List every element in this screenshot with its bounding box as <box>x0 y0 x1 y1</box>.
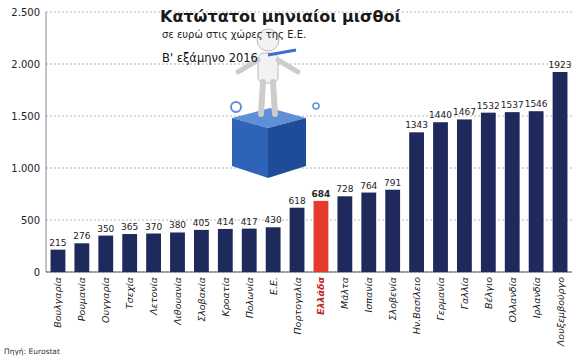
x-tick-label: Μάλτα <box>339 276 350 309</box>
x-tick-label: Γαλλία <box>459 276 470 309</box>
y-tick-label: 2.500 <box>11 7 40 18</box>
data-label: 684 <box>312 189 331 199</box>
data-label: 370 <box>145 222 162 232</box>
title: Κατώτατοι μηνιαίοι μισθοί <box>160 7 401 26</box>
bar <box>290 208 305 272</box>
x-tick-label: Ε.Ε. <box>268 277 279 295</box>
data-label: 1467 <box>453 107 476 117</box>
x-tick-label: Λιθουανία <box>172 276 183 326</box>
figure-leg <box>273 82 275 114</box>
deco-ring <box>231 102 241 112</box>
data-label: 414 <box>217 217 234 227</box>
bars <box>51 72 568 272</box>
x-tick-label: Πορτογαλία <box>292 276 303 334</box>
bar <box>146 234 161 272</box>
data-label: 365 <box>121 222 138 232</box>
figure-tie <box>268 50 296 55</box>
x-tick-label: Ιρλανδία <box>531 276 542 318</box>
bar <box>553 72 568 272</box>
y-axis: 0 500 1.000 1.500 2.000 2.500 <box>11 7 572 278</box>
x-tick-label: Πολωνία <box>244 276 255 318</box>
x-tick-label: Ην.Βασίλειο <box>411 277 422 334</box>
bar <box>122 234 137 272</box>
y-tick-label: 1.000 <box>11 163 40 174</box>
x-tick-label: Γερμανία <box>435 276 446 320</box>
cube-right <box>268 118 306 178</box>
chart-root: 0 500 1.000 1.500 2.000 2.500 215 Βουλγαρία 276 Ρ… <box>0 0 576 360</box>
bar <box>337 196 352 272</box>
bar <box>170 232 185 272</box>
data-label: 215 <box>49 238 66 248</box>
x-tick-label: Σλοβενία <box>387 276 398 320</box>
data-label: 276 <box>73 231 90 241</box>
bar <box>409 132 424 272</box>
bar <box>385 190 400 272</box>
x-tick-label: Σλοβακία <box>196 276 207 322</box>
bar <box>98 236 113 272</box>
x-tick-label: Ρουμανία <box>76 276 87 321</box>
y-tick-label: 2.000 <box>11 59 40 70</box>
bar <box>242 229 257 272</box>
data-label: 728 <box>336 184 353 194</box>
chart: 0 500 1.000 1.500 2.000 2.500 215 Βουλγαρία 276 Ρ… <box>0 0 576 360</box>
x-tick-label: Λουξεμβούργο <box>555 277 566 347</box>
x-tick-label: Τσεχία <box>124 276 135 309</box>
x-tick-label: Ολλανδία <box>507 276 518 322</box>
y-tick-label: 0 <box>34 267 40 278</box>
annotation: Β' εξάμηνο 2016 <box>162 51 258 65</box>
x-tick-label: Βέλγιο <box>483 277 494 309</box>
bar <box>457 119 472 272</box>
data-label: 618 <box>288 196 305 206</box>
data-label: 350 <box>97 224 114 234</box>
x-tick-label: Λετονία <box>148 276 159 316</box>
data-label: 380 <box>169 220 186 230</box>
data-label: 791 <box>384 178 401 188</box>
data-label: 1440 <box>429 110 452 120</box>
x-tick-label: Ουγγαρία <box>100 276 111 323</box>
data-label: 1343 <box>405 120 428 130</box>
y-tick-label: 500 <box>21 215 40 226</box>
bar <box>218 229 233 272</box>
data-label: 430 <box>265 215 282 225</box>
figure-arm <box>278 60 298 72</box>
bar <box>51 250 66 272</box>
bar <box>481 113 496 272</box>
data-label: 1546 <box>525 99 548 109</box>
cube-left <box>232 118 268 178</box>
bar <box>529 111 544 272</box>
bar <box>74 243 89 272</box>
bar <box>194 230 209 272</box>
grid-line <box>46 64 572 65</box>
data-label: 1537 <box>501 100 524 110</box>
bar <box>266 227 281 272</box>
data-label: 417 <box>241 217 258 227</box>
y-tick-label: 1.500 <box>11 111 40 122</box>
bar <box>433 122 448 272</box>
deco-ring <box>313 103 319 109</box>
data-label: 1923 <box>549 60 572 70</box>
x-tick-label: Ισπανία <box>363 276 374 312</box>
data-label: 405 <box>193 218 210 228</box>
x-tick-label: Ελλάδα <box>315 277 326 316</box>
x-tick-label: Βουλγαρία <box>52 276 63 328</box>
figure-body <box>258 53 278 83</box>
data-label: 764 <box>360 181 377 191</box>
x-tick-label: Κροατία <box>220 276 231 316</box>
bar <box>314 201 329 272</box>
data-label: 1532 <box>477 101 500 111</box>
labels: 215 Βουλγαρία 276 Ρουμανία 350 Ουγγαρία 365 Τσε… <box>49 60 571 347</box>
figure-leg <box>261 82 263 114</box>
source: Πηγή: Eurostat <box>4 347 60 356</box>
subtitle: σε ευρώ στις χώρες της Ε.Ε. <box>162 29 306 40</box>
bar <box>505 112 520 272</box>
y-axis-line <box>46 12 47 272</box>
bar <box>361 193 376 272</box>
